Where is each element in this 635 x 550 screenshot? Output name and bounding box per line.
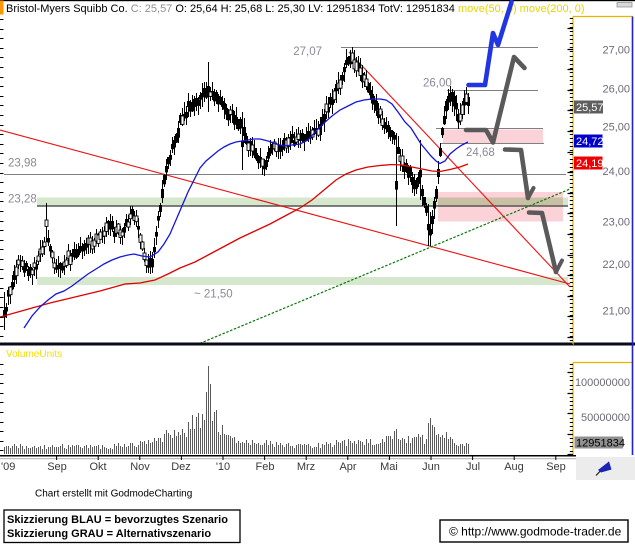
svg-text:Mai: Mai <box>380 461 398 473</box>
svg-text:21,00: 21,00 <box>602 306 630 318</box>
svg-text:23,28: 23,28 <box>8 194 37 206</box>
svg-text:12951834: 12951834 <box>576 438 625 450</box>
svg-text:24,00: 24,00 <box>602 166 630 178</box>
svg-text:50000000: 50000000 <box>581 412 630 424</box>
svg-text:27,00: 27,00 <box>602 45 630 57</box>
svg-text:26,00: 26,00 <box>602 84 630 96</box>
svg-text:'10: '10 <box>216 461 230 473</box>
svg-text:Jun: Jun <box>422 461 440 473</box>
svg-text:27,07: 27,07 <box>293 46 322 58</box>
svg-text:100000000: 100000000 <box>575 377 630 389</box>
svg-text:© http://www.godmode-trader.de: © http://www.godmode-trader.de <box>449 525 622 539</box>
svg-text:23,00: 23,00 <box>602 217 630 229</box>
svg-text:VolumeUnits: VolumeUnits <box>6 349 62 360</box>
svg-text:Feb: Feb <box>256 461 275 473</box>
svg-text:25,57: 25,57 <box>576 102 604 114</box>
svg-text:Apr: Apr <box>339 461 356 473</box>
svg-text:23,98: 23,98 <box>8 158 37 170</box>
svg-text:Dez: Dez <box>171 461 191 473</box>
svg-text:Mrz: Mrz <box>297 461 315 473</box>
svg-text:26,00: 26,00 <box>423 78 452 90</box>
svg-text:~ 21,50: ~ 21,50 <box>194 289 233 301</box>
svg-text:24,19: 24,19 <box>576 158 604 170</box>
svg-text:Sep: Sep <box>47 461 67 473</box>
svg-text:Chart erstellt mit GodmodeChar: Chart erstellt mit GodmodeCharting <box>35 489 192 500</box>
svg-text:Jul: Jul <box>466 461 480 473</box>
svg-text:Nov: Nov <box>130 461 150 473</box>
svg-text:Sep: Sep <box>546 461 566 473</box>
svg-text:Skizzierung GRAU = Alternativs: Skizzierung GRAU = Alternativszenario <box>7 528 211 540</box>
svg-text:'09: '09 <box>1 461 15 473</box>
svg-text:22,00: 22,00 <box>602 259 630 271</box>
svg-text:Skizzierung BLAU = bevorzugtes: Skizzierung BLAU = bevorzugtes Szenario <box>7 514 228 526</box>
svg-text:Aug: Aug <box>504 461 524 473</box>
svg-text:24,68: 24,68 <box>466 147 495 159</box>
svg-text:24,72: 24,72 <box>576 136 604 148</box>
svg-text:25,00: 25,00 <box>602 122 630 134</box>
svg-text:Bristol-Myers Squibb Co. C: 25: Bristol-Myers Squibb Co. C: 25,57 O: 25,… <box>6 3 585 15</box>
svg-text:Okt: Okt <box>89 461 106 473</box>
